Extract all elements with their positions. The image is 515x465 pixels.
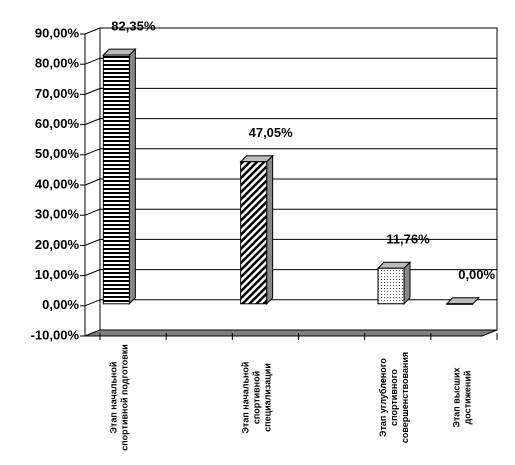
x-tick-label-box: Этап углубленого спортивного совершенств… bbox=[377, 351, 410, 444]
y-tick-label: 90,00% bbox=[35, 25, 80, 40]
bar-top bbox=[102, 48, 137, 56]
x-tick-label: Этап начальной спортивной специализации bbox=[240, 361, 273, 434]
grid-line-depth bbox=[84, 148, 101, 156]
x-tick-label-group: Этап углубленого спортивного совершенств… bbox=[377, 351, 410, 444]
value-label: 0,00% bbox=[458, 267, 495, 282]
x-tick-label-group: Этап начальной спортивной специализации bbox=[240, 361, 273, 434]
bar-front bbox=[446, 303, 474, 305]
grid-line-depth bbox=[84, 87, 101, 95]
value-label: 47,05% bbox=[249, 125, 294, 140]
y-tick-label: 60,00% bbox=[35, 116, 80, 131]
y-tick-label: 10,00% bbox=[35, 267, 80, 282]
y-tick-label: -10,00% bbox=[31, 327, 80, 342]
y-tick-label: 80,00% bbox=[35, 56, 80, 71]
grid-line-depth bbox=[84, 57, 101, 65]
x-tick-label: Этап высших достижений bbox=[451, 367, 473, 428]
bar-top bbox=[445, 297, 480, 305]
bar-front bbox=[102, 54, 130, 305]
x-tick-label: Этап начальной спортивной подготовки bbox=[108, 344, 130, 451]
grid-line-depth bbox=[84, 299, 101, 307]
value-label: 11,76% bbox=[386, 232, 430, 247]
value-label: 82,35% bbox=[111, 19, 156, 34]
grid-line-depth bbox=[84, 208, 101, 216]
bar-side bbox=[128, 47, 136, 306]
y-tick-label: 50,00% bbox=[35, 146, 80, 161]
bar bbox=[445, 297, 480, 305]
y-tick-label: 20,00% bbox=[35, 237, 80, 252]
floor bbox=[84, 329, 498, 337]
x-tick-label-group: Этап начальной спортивной подготовки bbox=[108, 344, 130, 451]
y-tick-label: 40,00% bbox=[35, 176, 80, 191]
x-tick-label-group: Этап высших достижений bbox=[451, 367, 473, 428]
grid-line-depth bbox=[84, 269, 101, 277]
bar-top bbox=[376, 261, 412, 269]
x-tick-label-box: Этап начальной спортивной специализации bbox=[240, 361, 273, 434]
grid bbox=[80, 27, 498, 340]
bar-front bbox=[377, 267, 405, 305]
bar-side bbox=[403, 261, 411, 306]
grid-line-depth bbox=[84, 27, 101, 35]
bar bbox=[376, 261, 412, 306]
y-tick-label: 70,00% bbox=[35, 86, 80, 101]
x-tick-label-box: Этап начальной спортивной подготовки bbox=[108, 344, 130, 451]
bar-side bbox=[266, 154, 274, 306]
x-tick-label: Этап углубленого спортивного совершенств… bbox=[377, 351, 410, 444]
bar-top bbox=[239, 155, 274, 163]
grid-line-depth bbox=[84, 118, 101, 126]
y-tick-label: 0,00% bbox=[42, 297, 79, 312]
labels: -10,00% 0,00% 10,00% 20,00% 30,00% 40,00% 50,0… bbox=[31, 19, 496, 451]
y-tick-label: 30,00% bbox=[35, 207, 80, 222]
grid-line-depth bbox=[84, 238, 101, 246]
x-tick-label-box: Этап высших достижений bbox=[451, 367, 473, 428]
bar-front bbox=[240, 161, 268, 305]
grid-line-depth bbox=[84, 178, 101, 186]
bars bbox=[102, 47, 480, 306]
bar bbox=[239, 154, 274, 306]
bar bbox=[102, 47, 137, 306]
